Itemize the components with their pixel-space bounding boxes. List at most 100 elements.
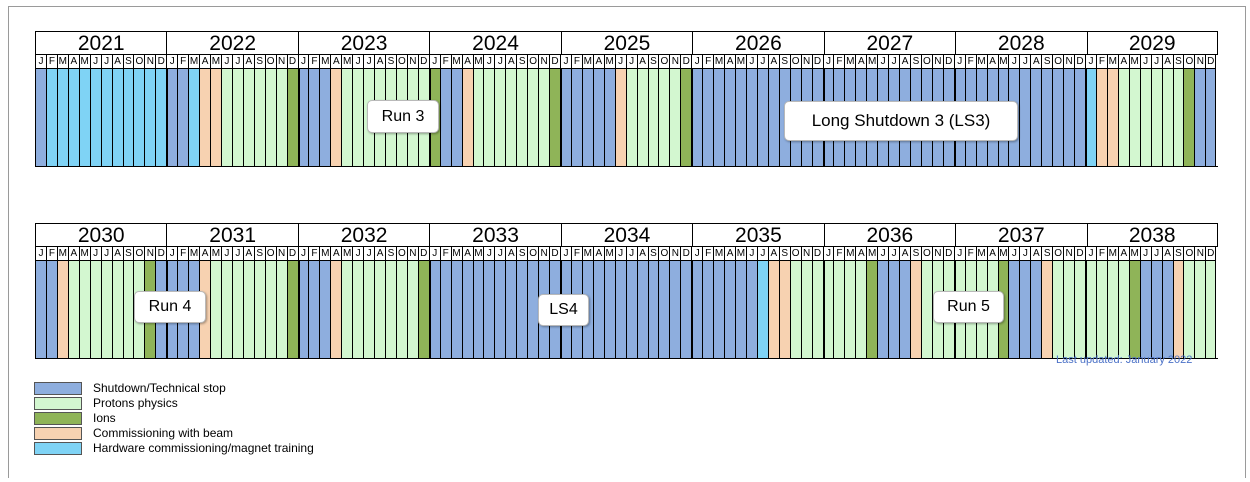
month-bar — [122, 69, 134, 166]
month-letter: S — [385, 55, 396, 69]
month-letter: F — [308, 247, 320, 261]
month-bar — [636, 261, 648, 358]
month-letter: A — [67, 247, 79, 261]
month-letter: J — [231, 247, 243, 261]
month-bar — [735, 261, 746, 358]
last-updated-note: Last updated: January 2022 — [1056, 354, 1193, 366]
month-letter: J — [822, 55, 834, 69]
month-letter: J — [1019, 247, 1031, 261]
month-bar — [450, 69, 462, 166]
month-bar — [581, 69, 593, 166]
month-letter: J — [1085, 247, 1096, 261]
year-label: 2034 — [560, 223, 693, 247]
month-letter: F — [833, 247, 845, 261]
month-bar — [210, 261, 221, 358]
month-bar — [724, 261, 735, 358]
month-bar — [1008, 261, 1020, 358]
month-letter: S — [385, 247, 396, 261]
month-letter: J — [89, 247, 101, 261]
month-bar — [1128, 261, 1140, 358]
month-letter: M — [866, 247, 878, 261]
month-bar — [767, 261, 779, 358]
month-bar — [724, 69, 735, 166]
month-letter: M — [1106, 247, 1118, 261]
month-letter: S — [516, 247, 528, 261]
month-letter: S — [1041, 247, 1053, 261]
month-bar — [1205, 261, 1217, 358]
month-letter: N — [800, 55, 812, 69]
month-letter: A — [636, 55, 648, 69]
month-letter: J — [1139, 247, 1151, 261]
month-bar — [713, 69, 725, 166]
month-bar — [789, 261, 801, 358]
month-letter: A — [1117, 247, 1129, 261]
month-bar — [505, 261, 517, 358]
month-bar — [1063, 69, 1075, 166]
month-letter: F — [1095, 55, 1107, 69]
month-bar — [1095, 261, 1107, 358]
month-bar — [439, 69, 451, 166]
month-bar — [505, 69, 517, 166]
month-letter: O — [658, 247, 670, 261]
month-letter: F — [1095, 247, 1107, 261]
month-bar — [767, 69, 779, 166]
month-letter: J — [1085, 55, 1096, 69]
month-letter: A — [199, 55, 210, 69]
month-letter: O — [395, 247, 407, 261]
month-bar — [1052, 261, 1064, 358]
month-bar — [669, 261, 681, 358]
month-letter: M — [319, 247, 331, 261]
month-letter: O — [789, 247, 801, 261]
month-letter: D — [549, 55, 560, 69]
month-bar — [472, 69, 484, 166]
month-bar — [527, 261, 539, 358]
month-bar — [210, 69, 221, 166]
month-bar — [1205, 69, 1217, 166]
month-letter: J — [1008, 55, 1020, 69]
month-letter: J — [877, 55, 889, 69]
year-label: 2026 — [692, 31, 824, 55]
month-letter: J — [428, 247, 440, 261]
month-bar — [231, 261, 243, 358]
month-letter: J — [428, 55, 440, 69]
year-label: 2033 — [429, 223, 561, 247]
month-letter: J — [1008, 247, 1020, 261]
month-letter: A — [1030, 247, 1042, 261]
month-letter: A — [855, 247, 867, 261]
month-letter: A — [855, 55, 867, 69]
month-letter: J — [745, 247, 757, 261]
month-bar — [1063, 261, 1075, 358]
month-letter: S — [1172, 247, 1184, 261]
month-letter: J — [756, 247, 768, 261]
month-bar — [658, 69, 670, 166]
month-letter: M — [78, 55, 90, 69]
month-bar — [199, 69, 210, 166]
month-letter: S — [253, 247, 265, 261]
month-bar — [636, 69, 648, 166]
month-letter: J — [100, 247, 112, 261]
legend-swatch — [34, 397, 82, 410]
month-letter: S — [910, 247, 921, 261]
month-letter: J — [352, 55, 364, 69]
month-letter: J — [220, 247, 232, 261]
month-letter: O — [527, 55, 539, 69]
year-label: 2032 — [297, 223, 430, 247]
month-letter: M — [735, 247, 746, 261]
month-bar — [1019, 69, 1031, 166]
month-bar — [78, 261, 90, 358]
month-letter: S — [122, 247, 134, 261]
month-letter: A — [67, 55, 79, 69]
month-bar — [1117, 261, 1129, 358]
month-letter: F — [833, 55, 845, 69]
month-letter: J — [877, 247, 889, 261]
month-letter: M — [581, 55, 593, 69]
month-letter: D — [1074, 247, 1085, 261]
month-letter: M — [713, 247, 725, 261]
legend-label: Shutdown/Technical stop — [93, 381, 226, 395]
month-letter: A — [592, 247, 604, 261]
month-letter: J — [756, 55, 768, 69]
month-letter: O — [133, 55, 145, 69]
year-header: 2030 2031 2032 2033 2034 2035 2036 2037 2038 — [35, 223, 1218, 247]
month-letter: J — [614, 247, 626, 261]
month-bar — [100, 261, 112, 358]
